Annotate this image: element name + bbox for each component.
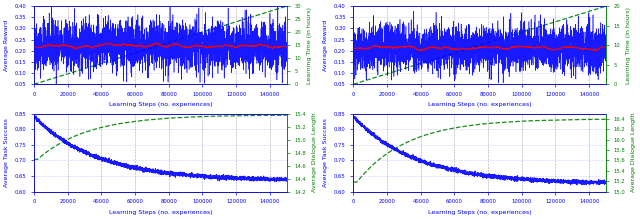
Y-axis label: Average Dialogue Length: Average Dialogue Length bbox=[312, 113, 317, 193]
Y-axis label: Average Task Success: Average Task Success bbox=[4, 118, 9, 187]
Y-axis label: Learning Time (in hours): Learning Time (in hours) bbox=[307, 7, 312, 84]
X-axis label: Learning Steps (no. experiences): Learning Steps (no. experiences) bbox=[109, 102, 212, 107]
Y-axis label: Average Reward: Average Reward bbox=[323, 19, 328, 71]
Y-axis label: Average Reward: Average Reward bbox=[4, 19, 9, 71]
X-axis label: Learning Steps (no. experiences): Learning Steps (no. experiences) bbox=[428, 102, 531, 107]
Y-axis label: Average Task Success: Average Task Success bbox=[323, 118, 328, 187]
Y-axis label: Learning Time (in hours): Learning Time (in hours) bbox=[626, 7, 631, 84]
X-axis label: Learning Steps (no. experiences): Learning Steps (no. experiences) bbox=[109, 210, 212, 215]
X-axis label: Learning Steps (no. experiences): Learning Steps (no. experiences) bbox=[428, 210, 531, 215]
Y-axis label: Average Dialogue Length: Average Dialogue Length bbox=[631, 113, 636, 193]
